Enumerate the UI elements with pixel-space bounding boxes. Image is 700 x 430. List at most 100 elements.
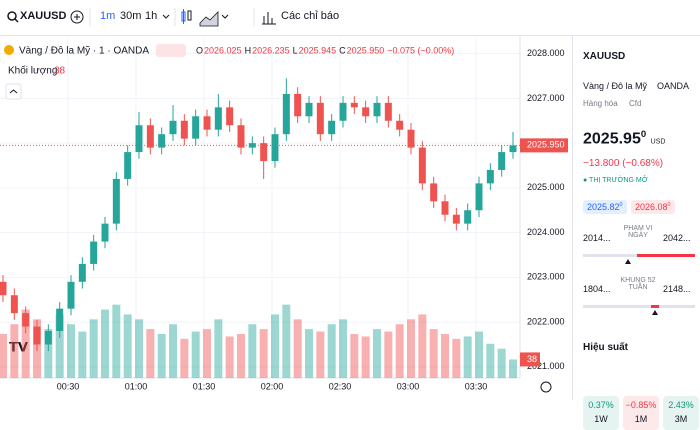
search-icon[interactable] xyxy=(7,11,17,21)
volume-bar xyxy=(259,329,268,378)
y-tick-label: 2028.000 xyxy=(527,48,565,58)
ohlc-label: L xyxy=(293,45,298,55)
dropdown[interactable] xyxy=(162,14,170,19)
volume-bar xyxy=(0,334,7,378)
performance-box: 0.37% 1W xyxy=(583,396,619,430)
y-tick-label: 2027.000 xyxy=(527,93,565,103)
volume-bar xyxy=(89,319,98,378)
ohlc-label: C xyxy=(339,45,346,55)
performance-value: −0.85% xyxy=(625,400,657,410)
collapse-button[interactable] xyxy=(5,83,22,100)
volume-bar xyxy=(452,338,461,378)
candle-body xyxy=(135,125,143,153)
volume-tag xyxy=(520,352,540,367)
status: THỊ TRƯỜNG MỞ xyxy=(589,177,648,184)
side-status: ● THỊ TRƯỜNG MỞ xyxy=(583,177,648,184)
candle-body xyxy=(407,129,415,148)
volume-bar xyxy=(497,348,506,378)
volume-bar xyxy=(339,319,347,378)
candle-body xyxy=(271,134,279,162)
year-range-bar xyxy=(583,305,695,315)
chart: Vàng / Đô la Mỹ · 1 · OANDA Khối lượng 𝗧… xyxy=(0,36,568,393)
candle-body xyxy=(509,145,517,153)
interval[interactable]: 1h xyxy=(145,10,158,22)
candle-body xyxy=(452,214,460,224)
x-tick-label: 00:30 xyxy=(57,381,80,391)
volume-tag-label: 38 xyxy=(527,354,537,364)
performance-box: −0.85% 1M xyxy=(623,396,659,430)
volume-bar xyxy=(486,343,495,378)
price-sup: 0 xyxy=(640,129,647,140)
ohlc-value: 2026.025 xyxy=(204,45,242,55)
interval[interactable]: 1m xyxy=(100,10,116,22)
area-icon[interactable] xyxy=(199,11,219,27)
candle-body xyxy=(441,201,449,215)
legend-change: −0.075 (−0.00%) xyxy=(387,45,454,55)
candle-body xyxy=(396,120,404,130)
candle-body xyxy=(169,120,177,135)
volume-bar xyxy=(123,314,132,378)
legend-title: Vàng / Đô la Mỹ · 1 · OANDA xyxy=(19,46,149,57)
candle-body xyxy=(158,134,166,148)
candle-body xyxy=(146,125,154,148)
price: 2025.95 xyxy=(583,130,641,148)
tv-logo: 𝗧𝗩 xyxy=(9,339,28,354)
volume-bar xyxy=(248,324,257,378)
interval[interactable]: 30m xyxy=(120,10,142,22)
ohlc-value: 2026.235 xyxy=(252,45,290,55)
candle-body xyxy=(56,308,64,332)
ohlc-label: H xyxy=(245,45,252,55)
volume-bar xyxy=(135,319,143,378)
candle-body xyxy=(226,107,234,126)
candle-body xyxy=(486,169,494,184)
range-track xyxy=(583,305,695,308)
x-tick-label: 03:30 xyxy=(465,381,488,391)
side-kind: Cfd xyxy=(629,99,642,108)
volume-bar xyxy=(44,329,53,378)
dropdown[interactable] xyxy=(221,14,229,19)
candle-body xyxy=(328,120,336,135)
day-label: PHẠM VI NGÀY xyxy=(623,225,653,239)
volume-bar xyxy=(441,334,449,378)
side-change: −13.800 (−0.68%) xyxy=(583,158,664,169)
toolbar: XAUUSD 1m 30m 1h Các chỉ báo xyxy=(0,0,700,36)
candle-body xyxy=(192,116,200,139)
candle-body xyxy=(180,120,188,139)
toolbar-icons xyxy=(7,8,276,27)
volume-bar xyxy=(180,338,189,378)
symbol-logo xyxy=(4,45,14,55)
candle-body xyxy=(124,152,132,179)
volume-bar xyxy=(509,359,517,378)
add-symbol[interactable] xyxy=(70,10,84,24)
candle-body xyxy=(498,152,506,170)
volume-bar xyxy=(475,331,483,378)
volume-bar xyxy=(191,331,200,378)
volume-bar xyxy=(214,319,223,378)
candle-body xyxy=(282,93,290,135)
volume-bar xyxy=(418,314,427,378)
ohlc-value: 2025.945 xyxy=(299,45,337,55)
volume-bar xyxy=(21,309,30,378)
side-name: Vàng / Đô la Mỹ xyxy=(583,81,648,91)
candle-body xyxy=(305,102,313,117)
ask: 2026.080 xyxy=(631,200,675,214)
side-price: 2025.950 USD xyxy=(583,129,665,148)
candle-body xyxy=(112,178,120,224)
settings-icon[interactable] xyxy=(540,381,552,393)
volume-bar xyxy=(316,331,325,378)
symbol[interactable]: XAUUSD xyxy=(20,10,67,22)
candle-body xyxy=(373,102,381,117)
day-low: 2014... xyxy=(583,233,611,243)
indicator-icon[interactable] xyxy=(262,12,276,25)
volume-bar xyxy=(407,319,415,378)
volume-bar xyxy=(395,324,404,378)
volume-bar xyxy=(101,309,109,378)
y-tick-label: 2023.000 xyxy=(527,272,565,282)
volume-bar xyxy=(55,314,64,378)
indicators[interactable]: Các chỉ báo xyxy=(281,10,340,22)
candle-body xyxy=(237,125,245,148)
candle-body xyxy=(430,183,438,202)
candle-body xyxy=(418,147,426,184)
day-high: 2042... xyxy=(663,233,691,243)
candle-body xyxy=(362,107,370,117)
